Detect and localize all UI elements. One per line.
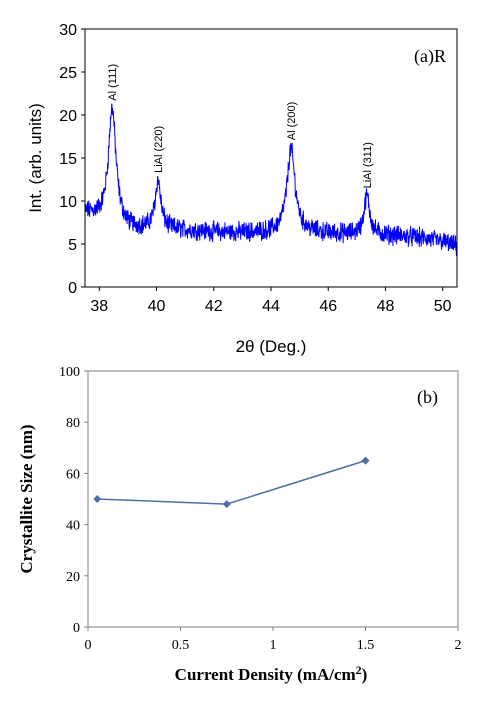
crystallite-x-axis-label: Current Density (mA/cm2)	[175, 663, 368, 684]
crystallite-y-tick-label: 20	[66, 570, 80, 585]
crystallite-x-ticks: 0 0.5 1 1.5 2	[85, 627, 462, 653]
xrd-peak-label: LiAl (311)	[362, 142, 374, 188]
crystallite-panel-label: (b)	[417, 387, 438, 408]
xrd-x-tick-label: 40	[148, 298, 166, 315]
xrd-plot-area	[85, 29, 457, 287]
xrd-peak-label: Al (111)	[107, 64, 119, 101]
xrd-x-tick-label: 44	[262, 298, 280, 315]
xrd-x-axis-label: 2θ (Deg.)	[236, 337, 307, 356]
xrd-peak-label: LiAl (220)	[153, 126, 165, 173]
xrd-y-axis-label: Int. (arb. units)	[26, 103, 45, 213]
xrd-y-tick-label: 10	[59, 194, 77, 211]
xrd-pattern-series	[84, 103, 458, 256]
crystallite-y-tick-label: 80	[66, 416, 80, 431]
xrd-y-tick-label: 15	[59, 151, 77, 168]
crystallite-y-axis-label: Crystallite Size (nm)	[17, 424, 36, 573]
xrd-y-tick-label: 30	[59, 22, 77, 39]
crystallite-y-ticks: 0 20 40 60 80 100	[59, 365, 88, 636]
crystallite-size-marker	[222, 500, 231, 509]
crystallite-y-tick-label: 0	[73, 621, 80, 636]
xrd-x-tick-label: 50	[434, 298, 452, 315]
crystallite-x-tick-label: 0	[85, 638, 92, 653]
xrd-x-ticks: 38 40 42 44 46 48 50	[90, 287, 452, 315]
xrd-panel-label: (a)R	[414, 46, 446, 67]
crystallite-x-tick-label: 0.5	[172, 638, 190, 653]
crystallite-size-marker	[93, 495, 102, 503]
crystallite-plot-frame	[87, 370, 459, 628]
crystallite-x-tick-label: 1	[270, 638, 277, 653]
xrd-pattern-line	[84, 103, 458, 256]
crystallite-y-tick-label: 100	[59, 365, 80, 380]
xrd-x-tick-label: 46	[319, 298, 337, 315]
xrd-y-tick-label: 20	[59, 108, 77, 125]
xrd-x-tick-label: 48	[377, 298, 395, 315]
xrd-y-ticks: 0 5 10 15 20 25 30	[59, 22, 85, 297]
crystallite-x-axis-label-tail: )	[362, 665, 368, 684]
xrd-x-tick-label: 42	[205, 298, 223, 315]
crystallite-y-tick-label: 60	[66, 467, 80, 482]
xrd-x-tick-label: 38	[90, 298, 108, 315]
crystallite-y-tick-label: 40	[66, 519, 80, 534]
crystallite-x-tick-label: 1.5	[357, 638, 375, 653]
xrd-peak-label: Al (200)	[286, 102, 298, 141]
xrd-y-tick-label: 0	[68, 280, 77, 297]
crystallite-x-axis-label-sup: 2	[356, 663, 362, 677]
xrd-y-tick-label: 25	[59, 65, 77, 82]
crystallite-series	[93, 456, 370, 509]
xrd-peak-labels: Al (111) LiAl (220) Al (200) LiAl (311)	[107, 64, 374, 189]
xrd-chart: 0 5 10 15 20 25 30 38 40 42 44 46 48 50 Al (111) LiAl…	[26, 22, 458, 356]
crystallite-x-axis-label-main: Current Density (mA/cm	[175, 665, 356, 684]
crystallite-size-marker	[361, 456, 370, 465]
crystallite-chart: 0 20 40 60 80 100 0 0.5 1 1.5 2 (b) Current Densi…	[17, 365, 462, 684]
crystallite-x-tick-label: 2	[455, 638, 462, 653]
xrd-y-tick-label: 5	[68, 237, 77, 254]
